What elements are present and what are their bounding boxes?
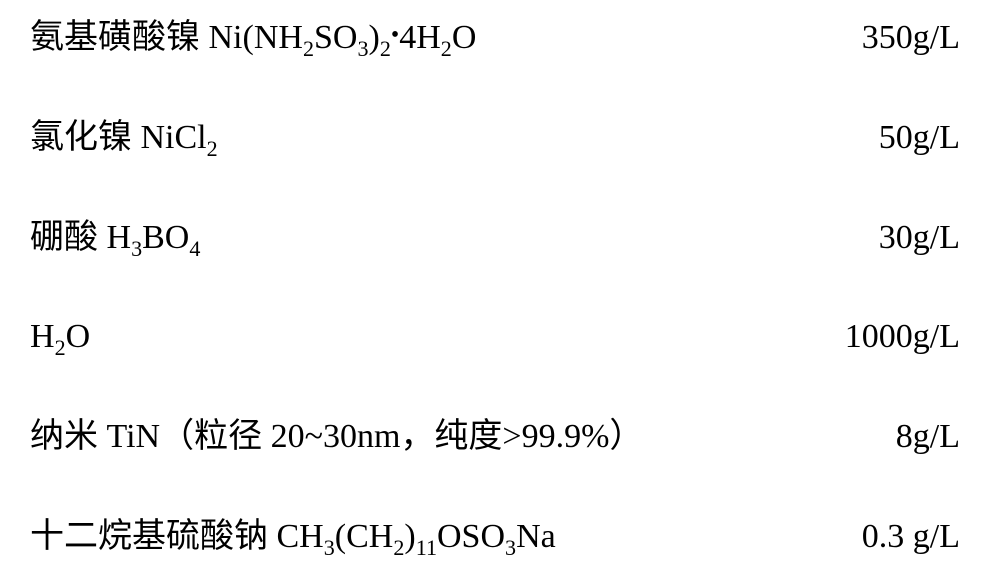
- chemical-label: 纳米 TiN（粒径 20~30nm，纯度>99.9%）: [30, 417, 643, 458]
- table-row: 氯化镍 NiCl2 50g/L: [30, 118, 960, 159]
- concentration-value: 1000g/L: [780, 317, 960, 358]
- chemical-label: 十二烷基硫酸钠 CH3(CH2)11OSO3Na: [30, 517, 556, 558]
- concentration-value: 30g/L: [780, 218, 960, 259]
- concentration-value: 0.3 g/L: [780, 517, 960, 558]
- table-row: 硼酸 H3BO4 30g/L: [30, 218, 960, 259]
- concentration-value: 8g/L: [780, 417, 960, 458]
- table-row: 纳米 TiN（粒径 20~30nm，纯度>99.9%） 8g/L: [30, 417, 960, 458]
- chemical-label: H2O: [30, 317, 90, 358]
- table-row: H2O 1000g/L: [30, 317, 960, 358]
- table-row: 十二烷基硫酸钠 CH3(CH2)11OSO3Na 0.3 g/L: [30, 517, 960, 558]
- composition-list: 氨基磺酸镍 Ni(NH2SO3)2•4H2O 350g/L 氯化镍 NiCl2 …: [0, 0, 1000, 576]
- concentration-value: 350g/L: [780, 18, 960, 59]
- chemical-label: 氨基磺酸镍 Ni(NH2SO3)2•4H2O: [30, 18, 476, 59]
- concentration-value: 50g/L: [780, 118, 960, 159]
- chemical-label: 硼酸 H3BO4: [30, 218, 200, 259]
- table-row: 氨基磺酸镍 Ni(NH2SO3)2•4H2O 350g/L: [30, 18, 960, 59]
- chemical-label: 氯化镍 NiCl2: [30, 118, 218, 159]
